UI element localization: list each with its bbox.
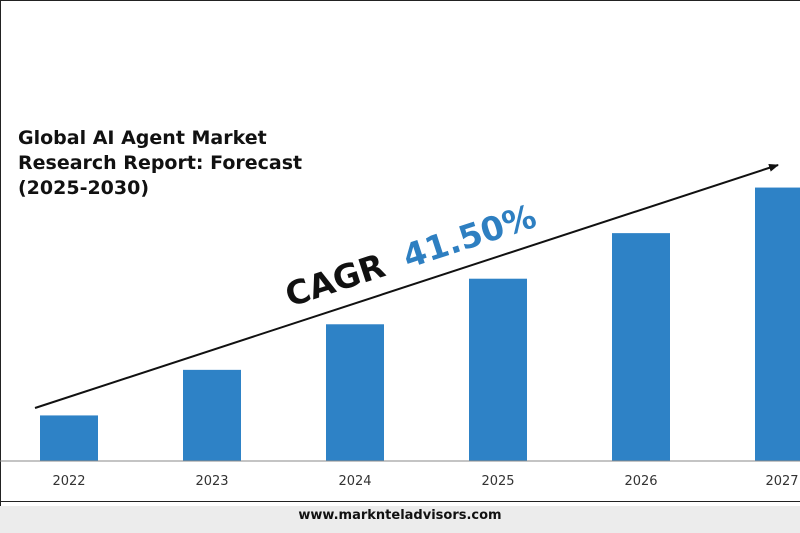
x-tick-label-2024: 2024: [338, 474, 371, 489]
bar-2024: [326, 324, 384, 461]
footer-band: [0, 506, 800, 533]
x-tick-label-2025: 2025: [481, 474, 514, 489]
bar-series: [40, 187, 800, 461]
x-tick-label-2027: 2027: [765, 474, 798, 489]
chart-title: Global AI Agent Market Research Report: …: [18, 126, 318, 201]
x-tick-label-2023: 2023: [195, 474, 228, 489]
bar-2023: [183, 369, 241, 461]
bar-2025: [469, 278, 527, 461]
cagr-value: 41.50%: [398, 196, 541, 276]
x-tick-label-2026: 2026: [624, 474, 657, 489]
x-tick-labels: 2022 2023 2024 2025 2026 2027: [52, 474, 798, 489]
bar-chart: 2022 2023 2024 2025 2026 2027 CAGR 41.50%: [0, 163, 800, 489]
title-line-1: Global AI Agent Market: [18, 127, 267, 149]
bar-2026: [612, 233, 670, 461]
trend-arrow: [34, 163, 779, 409]
title-line-2: Research Report: Forecast: [18, 152, 303, 174]
x-tick-label-2022: 2022: [52, 474, 85, 489]
footer-divider: [0, 501, 800, 502]
title-line-3: (2025-2030): [18, 177, 150, 199]
bar-2027: [755, 187, 800, 461]
bar-2022: [40, 415, 98, 461]
cagr-label: CAGR: [280, 246, 389, 315]
footer-website: www.marknteladvisors.com: [298, 508, 502, 523]
